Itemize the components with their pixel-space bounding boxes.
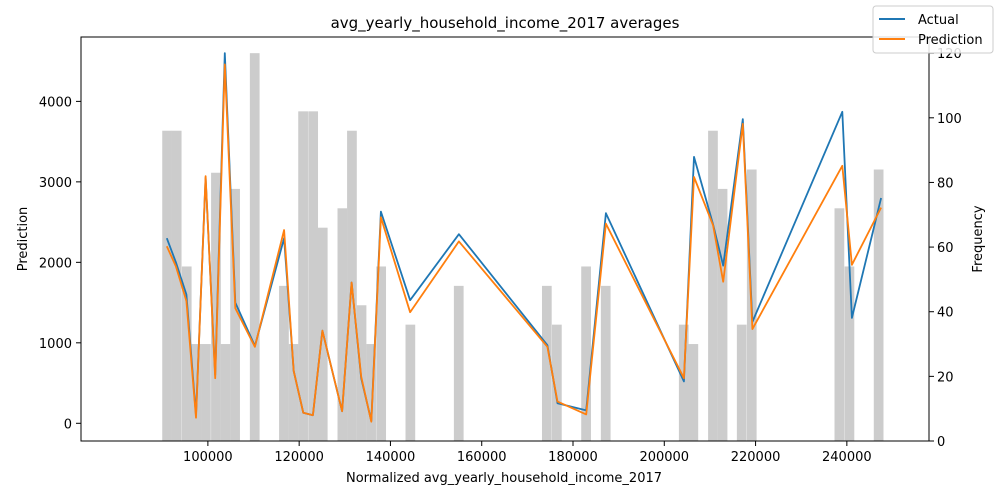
histogram-bar xyxy=(717,188,728,441)
histogram-bar xyxy=(366,344,376,441)
legend-box xyxy=(872,5,994,54)
y-tick-label: 1000 xyxy=(39,337,72,352)
histogram-bar xyxy=(171,130,182,441)
x-tick-label: 160000 xyxy=(457,450,507,465)
histogram-bar xyxy=(288,344,299,441)
y2-tick-label: 20 xyxy=(937,370,954,385)
histogram-bar xyxy=(337,208,348,441)
series-lines xyxy=(165,52,882,423)
histogram-bar xyxy=(298,111,308,441)
histogram-bar xyxy=(581,266,591,441)
y-tick-label: 2000 xyxy=(39,256,72,271)
y2-tick-label: 40 xyxy=(937,306,954,321)
histogram-bar xyxy=(220,344,231,441)
histogram-bar xyxy=(230,188,240,441)
y-tick-labels: 0 1000 2000 3000 4000 xyxy=(39,95,72,432)
x-tick-label: 220000 xyxy=(731,450,781,465)
x-axis-title: Normalized avg_yearly_household_income_2… xyxy=(346,471,662,486)
histogram-bar xyxy=(376,266,387,441)
y-tick-label: 3000 xyxy=(39,176,72,191)
histogram-bar xyxy=(211,172,221,441)
histogram-bar xyxy=(708,130,718,441)
x-tick-labels: 100000 120000 140000 160000 180000 200000 2200… xyxy=(183,450,872,465)
y2-axis-title: Frequency xyxy=(971,205,986,272)
histogram-bar xyxy=(844,266,855,441)
histogram-bar xyxy=(453,285,464,441)
y2-tick-label: 100 xyxy=(937,112,962,127)
x-tick-label: 100000 xyxy=(183,450,233,465)
x-tick-label: 120000 xyxy=(274,450,324,465)
x-tick-label: 200000 xyxy=(639,450,689,465)
histogram-bar xyxy=(600,285,611,441)
histogram-bar xyxy=(552,324,562,441)
x-tick-label: 140000 xyxy=(366,450,416,465)
legend-label-prediction: Prediction xyxy=(918,33,983,48)
histogram-bar xyxy=(834,208,845,441)
histogram-bar xyxy=(873,169,884,441)
y2-tick-label: 60 xyxy=(937,241,954,256)
histogram-bar xyxy=(736,324,747,441)
axis-ticks xyxy=(76,52,934,446)
y-axis-title: Prediction xyxy=(16,207,31,272)
chart-title: avg_yearly_household_income_2017 average… xyxy=(331,14,680,33)
histogram-bar xyxy=(678,324,689,441)
y-tick-label: 4000 xyxy=(39,95,72,110)
y2-tick-label: 0 xyxy=(937,435,945,450)
histogram-bar xyxy=(279,285,289,441)
histogram-bar xyxy=(541,285,552,441)
y2-tick-label: 80 xyxy=(937,176,954,191)
series-line-prediction xyxy=(165,63,882,423)
legend: Actual Prediction xyxy=(872,5,994,54)
legend-label-actual: Actual xyxy=(918,13,959,28)
histogram-bar xyxy=(201,344,211,441)
histogram-bar xyxy=(308,111,319,441)
histogram-bar xyxy=(249,53,260,441)
histogram-bar xyxy=(181,266,192,441)
histogram-bar xyxy=(688,344,699,441)
histogram-bar xyxy=(162,130,172,441)
y-tick-label: 0 xyxy=(64,417,72,432)
plot-frame xyxy=(80,36,930,442)
x-tick-label: 180000 xyxy=(548,450,598,465)
histogram-bar xyxy=(405,324,416,441)
x-tick-label: 240000 xyxy=(822,450,872,465)
